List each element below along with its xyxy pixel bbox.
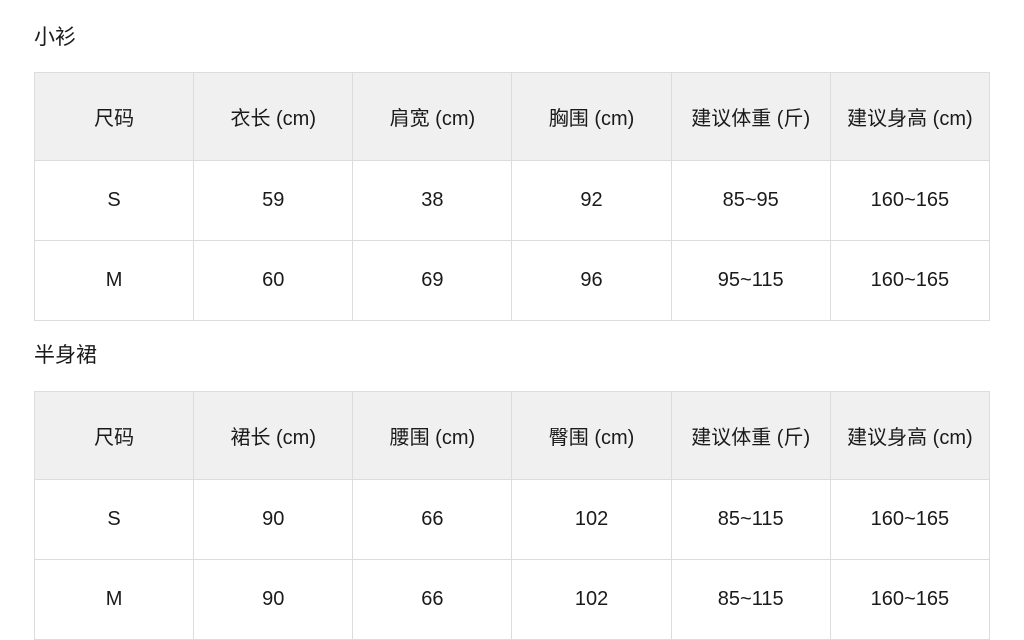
table-cell: S	[33, 479, 195, 560]
table-cell: 69	[352, 240, 513, 321]
table-cell: 90	[193, 479, 354, 560]
table-row: M 60 69 96 95~115 160~165	[33, 240, 991, 321]
column-header: 裙长 (cm)	[193, 391, 354, 480]
column-header: 肩宽 (cm)	[352, 72, 513, 161]
column-header: 腰围 (cm)	[352, 391, 513, 480]
table-cell: 160~165	[829, 559, 991, 640]
table-cell: 95~115	[670, 240, 831, 321]
column-header: 衣长 (cm)	[193, 72, 354, 161]
table-cell: 38	[352, 160, 513, 241]
table-cell: 160~165	[829, 240, 991, 321]
table-cell: 102	[511, 559, 672, 640]
table-cell: S	[33, 160, 195, 241]
table-cell: M	[33, 240, 195, 321]
column-header: 臀围 (cm)	[511, 391, 672, 480]
size-table-top: 尺码 衣长 (cm) 肩宽 (cm) 胸围 (cm) 建议体重 (斤) 建议身高 (cm)…	[33, 72, 991, 321]
table-cell: 102	[511, 479, 672, 560]
table-cell: 85~115	[670, 559, 831, 640]
column-header: 建议身高 (cm)	[829, 72, 991, 161]
table-cell: 66	[352, 479, 513, 560]
table-row: S 90 66 102 85~115 160~165	[33, 479, 991, 560]
table-cell: 160~165	[829, 160, 991, 241]
table-cell: M	[33, 559, 195, 640]
table-cell: 66	[352, 559, 513, 640]
section-title: 小衫	[34, 26, 76, 49]
column-header: 建议体重 (斤)	[670, 72, 831, 161]
table-cell: 92	[511, 160, 672, 241]
header-row: 尺码 衣长 (cm) 肩宽 (cm) 胸围 (cm) 建议体重 (斤) 建议身高 (cm)	[33, 72, 991, 161]
table-cell: 85~95	[670, 160, 831, 241]
table-cell: 60	[193, 240, 354, 321]
column-header: 建议身高 (cm)	[829, 391, 991, 480]
column-header: 尺码	[33, 391, 195, 480]
size-table-skirt: 尺码 裙长 (cm) 腰围 (cm) 臀围 (cm) 建议体重 (斤) 建议身高 (cm)…	[33, 391, 991, 640]
table-cell: 85~115	[670, 479, 831, 560]
table-row: S 59 38 92 85~95 160~165	[33, 160, 991, 241]
section-title: 半身裙	[34, 344, 97, 367]
table-row: M 90 66 102 85~115 160~165	[33, 559, 991, 640]
column-header: 建议体重 (斤)	[670, 391, 831, 480]
table-cell: 96	[511, 240, 672, 321]
column-header: 尺码	[33, 72, 195, 161]
table-cell: 59	[193, 160, 354, 241]
table-cell: 90	[193, 559, 354, 640]
table-cell: 160~165	[829, 479, 991, 560]
column-header: 胸围 (cm)	[511, 72, 672, 161]
header-row: 尺码 裙长 (cm) 腰围 (cm) 臀围 (cm) 建议体重 (斤) 建议身高 (cm)	[33, 391, 991, 480]
